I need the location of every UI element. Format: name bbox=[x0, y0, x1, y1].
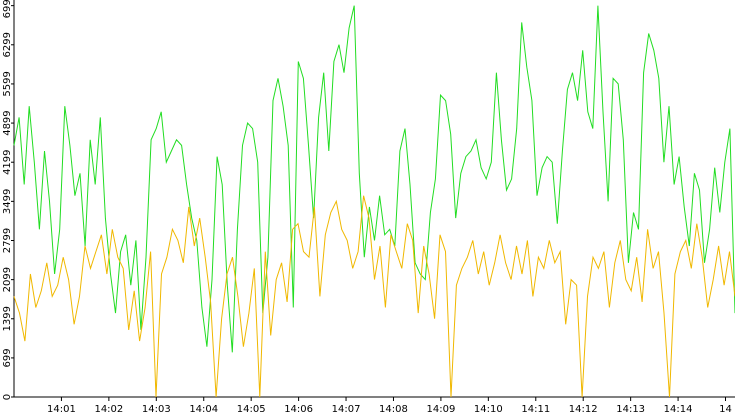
x-tick-label: 14:06 bbox=[284, 404, 313, 415]
y-tick-label: 5599 bbox=[2, 71, 13, 96]
x-tick-label: 14:05 bbox=[237, 404, 266, 415]
y-tick-label: 0 bbox=[2, 394, 13, 400]
y-tick-label: 699 bbox=[2, 348, 13, 367]
y-tick-label: 4199 bbox=[2, 149, 13, 174]
series-line bbox=[13, 5, 735, 353]
x-tick-label: 14 bbox=[719, 404, 732, 415]
x-tick-label: 14:01 bbox=[47, 404, 76, 415]
x-tick-label: 14:07 bbox=[332, 404, 361, 415]
x-tick-label: 14:08 bbox=[379, 404, 408, 415]
x-tick-label: 14:02 bbox=[94, 404, 123, 415]
x-tick-label: 14:09 bbox=[426, 404, 455, 415]
y-tick-label: 2799 bbox=[2, 228, 13, 253]
x-tick-label: 14:13 bbox=[616, 404, 645, 415]
y-tick-label: 6299 bbox=[2, 32, 13, 57]
y-tick-label: 3499 bbox=[2, 189, 13, 214]
x-tick-label: 14:10 bbox=[474, 404, 503, 415]
y-tick-label: 6999 bbox=[2, 0, 13, 18]
x-tick-label: 14:11 bbox=[521, 404, 550, 415]
y-tick-label: 2099 bbox=[2, 267, 13, 292]
x-tick-label: 14:14 bbox=[664, 404, 693, 415]
x-tick-label: 14:03 bbox=[142, 404, 171, 415]
y-tick-label: 1399 bbox=[2, 306, 13, 331]
series-line bbox=[13, 195, 735, 398]
y-tick-label: 4899 bbox=[2, 110, 13, 135]
x-tick-label: 14:12 bbox=[569, 404, 598, 415]
x-tick-label: 14:04 bbox=[189, 404, 218, 415]
